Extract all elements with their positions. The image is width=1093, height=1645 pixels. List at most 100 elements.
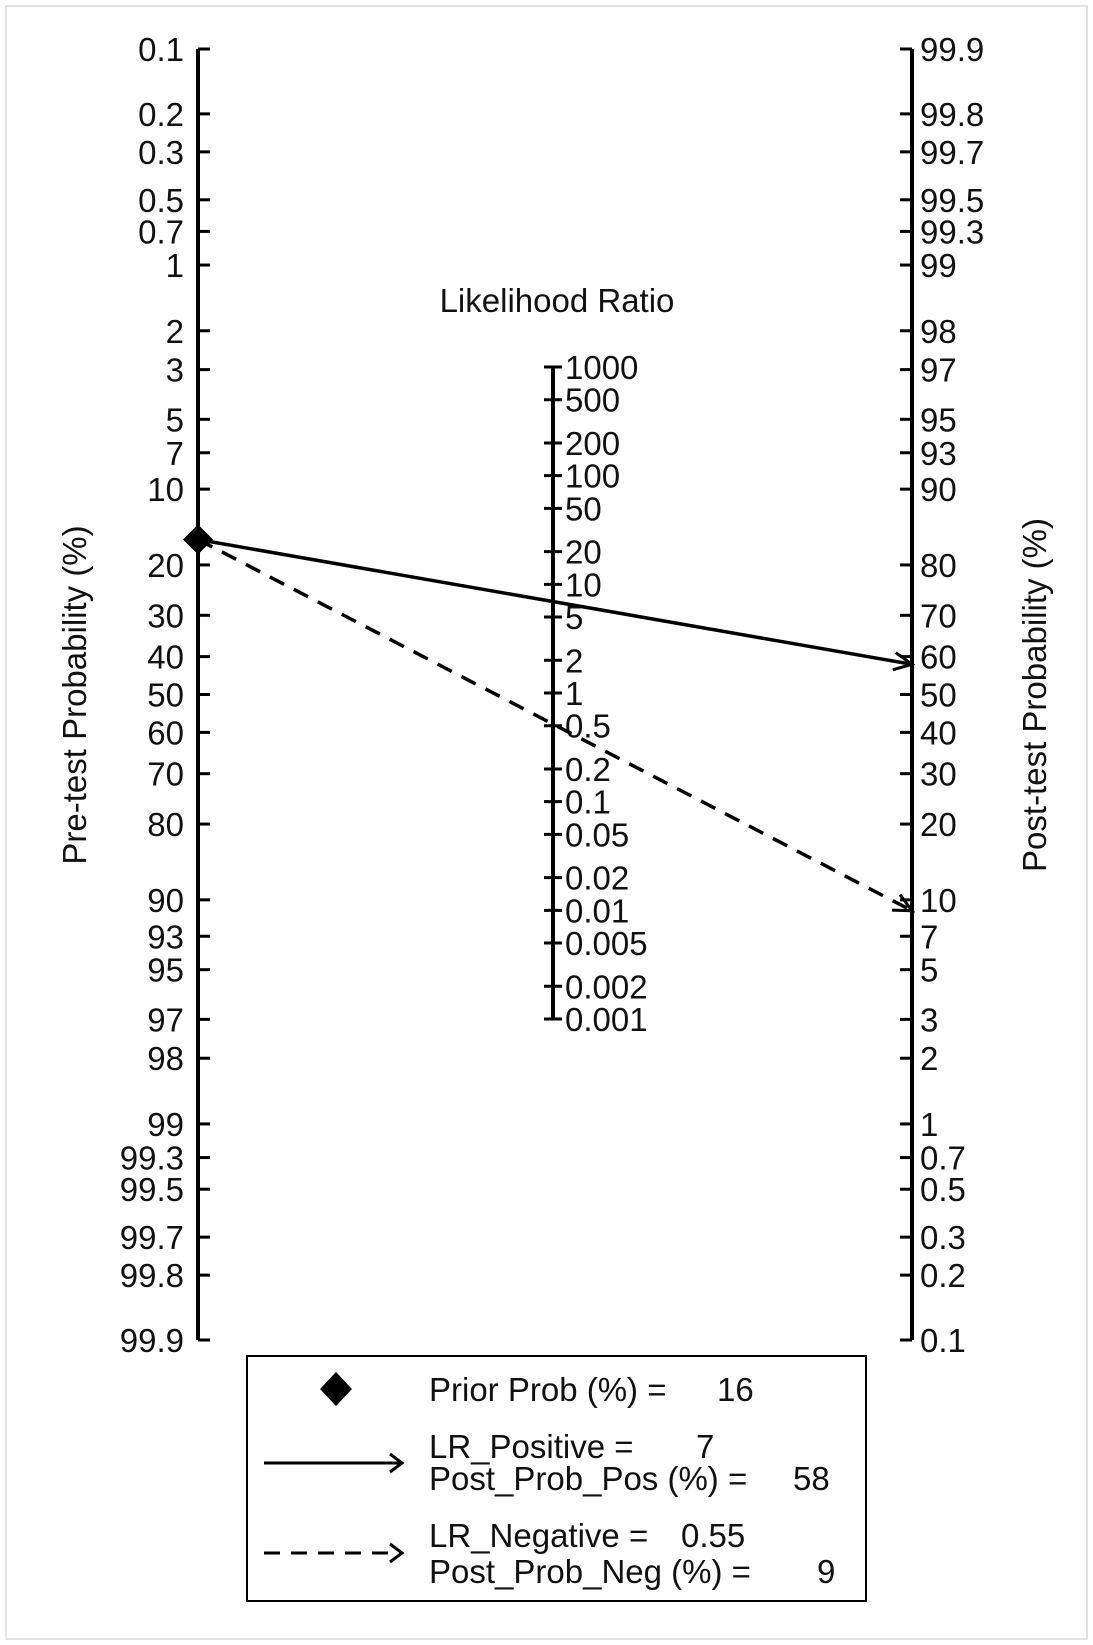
pretest-tick-label: 80 [147,806,184,843]
legend-dashed-arrow-icon [389,1542,405,1564]
posttest-tick-label: 90 [920,471,957,508]
lr-tick-label: 100 [565,458,620,495]
pretest-tick-label: 0.5 [138,182,184,219]
pretest-tick-label: 0.7 [138,213,184,250]
posttest-tick-label: 99.3 [920,213,984,250]
pretest-axis-label: Pre-test Probability (%) [56,525,93,864]
legend-lr-positive-label: LR_Positive = [429,1428,634,1465]
pretest-tick-label: 0.2 [138,96,184,133]
posttest-axis-label: Post-test Probability (%) [1016,518,1053,872]
legend-lr-negative-label: LR_Negative = [429,1517,648,1554]
pretest-tick-label: 7 [166,435,184,472]
pretest-tick-label: 99.9 [120,1322,184,1359]
lr-tick-label: 10 [565,566,602,603]
posttest-tick-label: 0.1 [920,1322,966,1359]
posttest-tick-label: 99.7 [920,134,984,171]
pretest-tick-label: 3 [166,352,184,389]
pretest-tick-label: 99.7 [120,1219,184,1256]
lr-tick-label: 0.1 [565,784,611,821]
legend-lr-negative-value: 0.55 [681,1517,745,1554]
posttest-tick-label: 99 [920,247,957,284]
posttest-tick-label: 99.5 [920,182,984,219]
posttest-tick-label: 93 [920,435,957,472]
posttest-tick-label: 50 [920,677,957,714]
pretest-tick-label: 70 [147,756,184,793]
prior-prob-diamond [183,524,213,555]
lr-tick-label: 5 [565,599,583,636]
posttest-tick-label: 2 [920,1040,938,1077]
pretest-tick-label: 95 [147,952,184,989]
lr-positive-line [197,537,913,667]
pretest-tick-label: 98 [147,1040,184,1077]
lr-tick-label: 0.05 [565,816,629,853]
pretest-tick-label: 1 [166,247,184,284]
pretest-tick-label: 97 [147,1001,184,1038]
lr-tick-label: 0.001 [565,1001,648,1038]
posttest-tick-label: 20 [920,806,957,843]
pretest-tick-label: 60 [147,714,184,751]
posttest-tick-label: 97 [920,352,957,389]
posttest-tick-label: 3 [920,1001,938,1038]
lr-tick-label: 0.01 [565,892,629,929]
pretest-tick-label: 2 [166,313,184,350]
pretest-tick-label: 90 [147,882,184,919]
posttest-tick-label: 0.5 [920,1171,966,1208]
posttest-tick-label: 80 [920,547,957,584]
lr-positive-arrowhead [892,651,916,672]
posttest-tick-label: 0.7 [920,1140,966,1177]
lr-tick-label: 1000 [565,349,638,386]
legend-post-prob-pos-label: Post_Prob_Pos (%) = [429,1460,747,1497]
legend-post-prob-pos-value: 58 [793,1460,830,1497]
lr-tick-label: 500 [565,382,620,419]
lr-axis-title: Likelihood Ratio [440,282,675,319]
legend-solid-arrow-icon [389,1452,405,1474]
posttest-tick-label: 95 [920,401,957,438]
lr-negative-arrowhead [891,893,916,913]
pretest-tick-label: 5 [166,401,184,438]
lr-tick-label: 20 [565,534,602,571]
pretest-tick-label: 30 [147,597,184,634]
posttest-tick-label: 30 [920,756,957,793]
pretest-tick-label: 50 [147,677,184,714]
lr-tick-label: 0.2 [565,751,611,788]
legend-prior-value: 16 [717,1371,754,1408]
posttest-tick-label: 40 [920,714,957,751]
posttest-tick-label: 60 [920,639,957,676]
posttest-tick-label: 98 [920,313,957,350]
pretest-tick-label: 10 [147,471,184,508]
lr-tick-label: 2 [565,642,583,679]
lr-tick-label: 1 [565,675,583,712]
legend-prior-label: Prior Prob (%) = [429,1371,666,1408]
posttest-tick-label: 99.8 [920,96,984,133]
lr-tick-label: 50 [565,490,602,527]
posttest-tick-label: 7 [920,918,938,955]
posttest-tick-label: 5 [920,952,938,989]
lr-tick-label: 0.5 [565,708,611,745]
legend-post-prob-neg-value: 9 [817,1553,835,1590]
pretest-tick-label: 99.8 [120,1257,184,1294]
pretest-tick-label: 99 [147,1106,184,1143]
pretest-tick-label: 40 [147,639,184,676]
pretest-tick-label: 0.1 [138,31,184,68]
posttest-tick-label: 99.9 [920,31,984,68]
legend: Prior Prob (%) = 16 LR_Positive = 7 Post… [246,1355,867,1602]
posttest-tick-label: 70 [920,597,957,634]
posttest-tick-label: 1 [920,1106,938,1143]
pretest-tick-label: 20 [147,547,184,584]
lr-tick-label: 0.02 [565,860,629,897]
pretest-tick-label: 99.3 [120,1140,184,1177]
lr-tick-label: 0.005 [565,925,648,962]
pretest-tick-label: 0.3 [138,134,184,171]
posttest-tick-label: 0.2 [920,1257,966,1294]
lr-tick-label: 200 [565,425,620,462]
posttest-tick-label: 0.3 [920,1219,966,1256]
legend-box [246,1355,867,1602]
pretest-tick-label: 93 [147,918,184,955]
legend-post-prob-neg-label: Post_Prob_Neg (%) = [429,1553,751,1590]
legend-diamond-icon [320,1372,352,1406]
pretest-tick-label: 99.5 [120,1171,184,1208]
posttest-tick-label: 10 [920,882,957,919]
lr-tick-label: 0.002 [565,968,648,1005]
